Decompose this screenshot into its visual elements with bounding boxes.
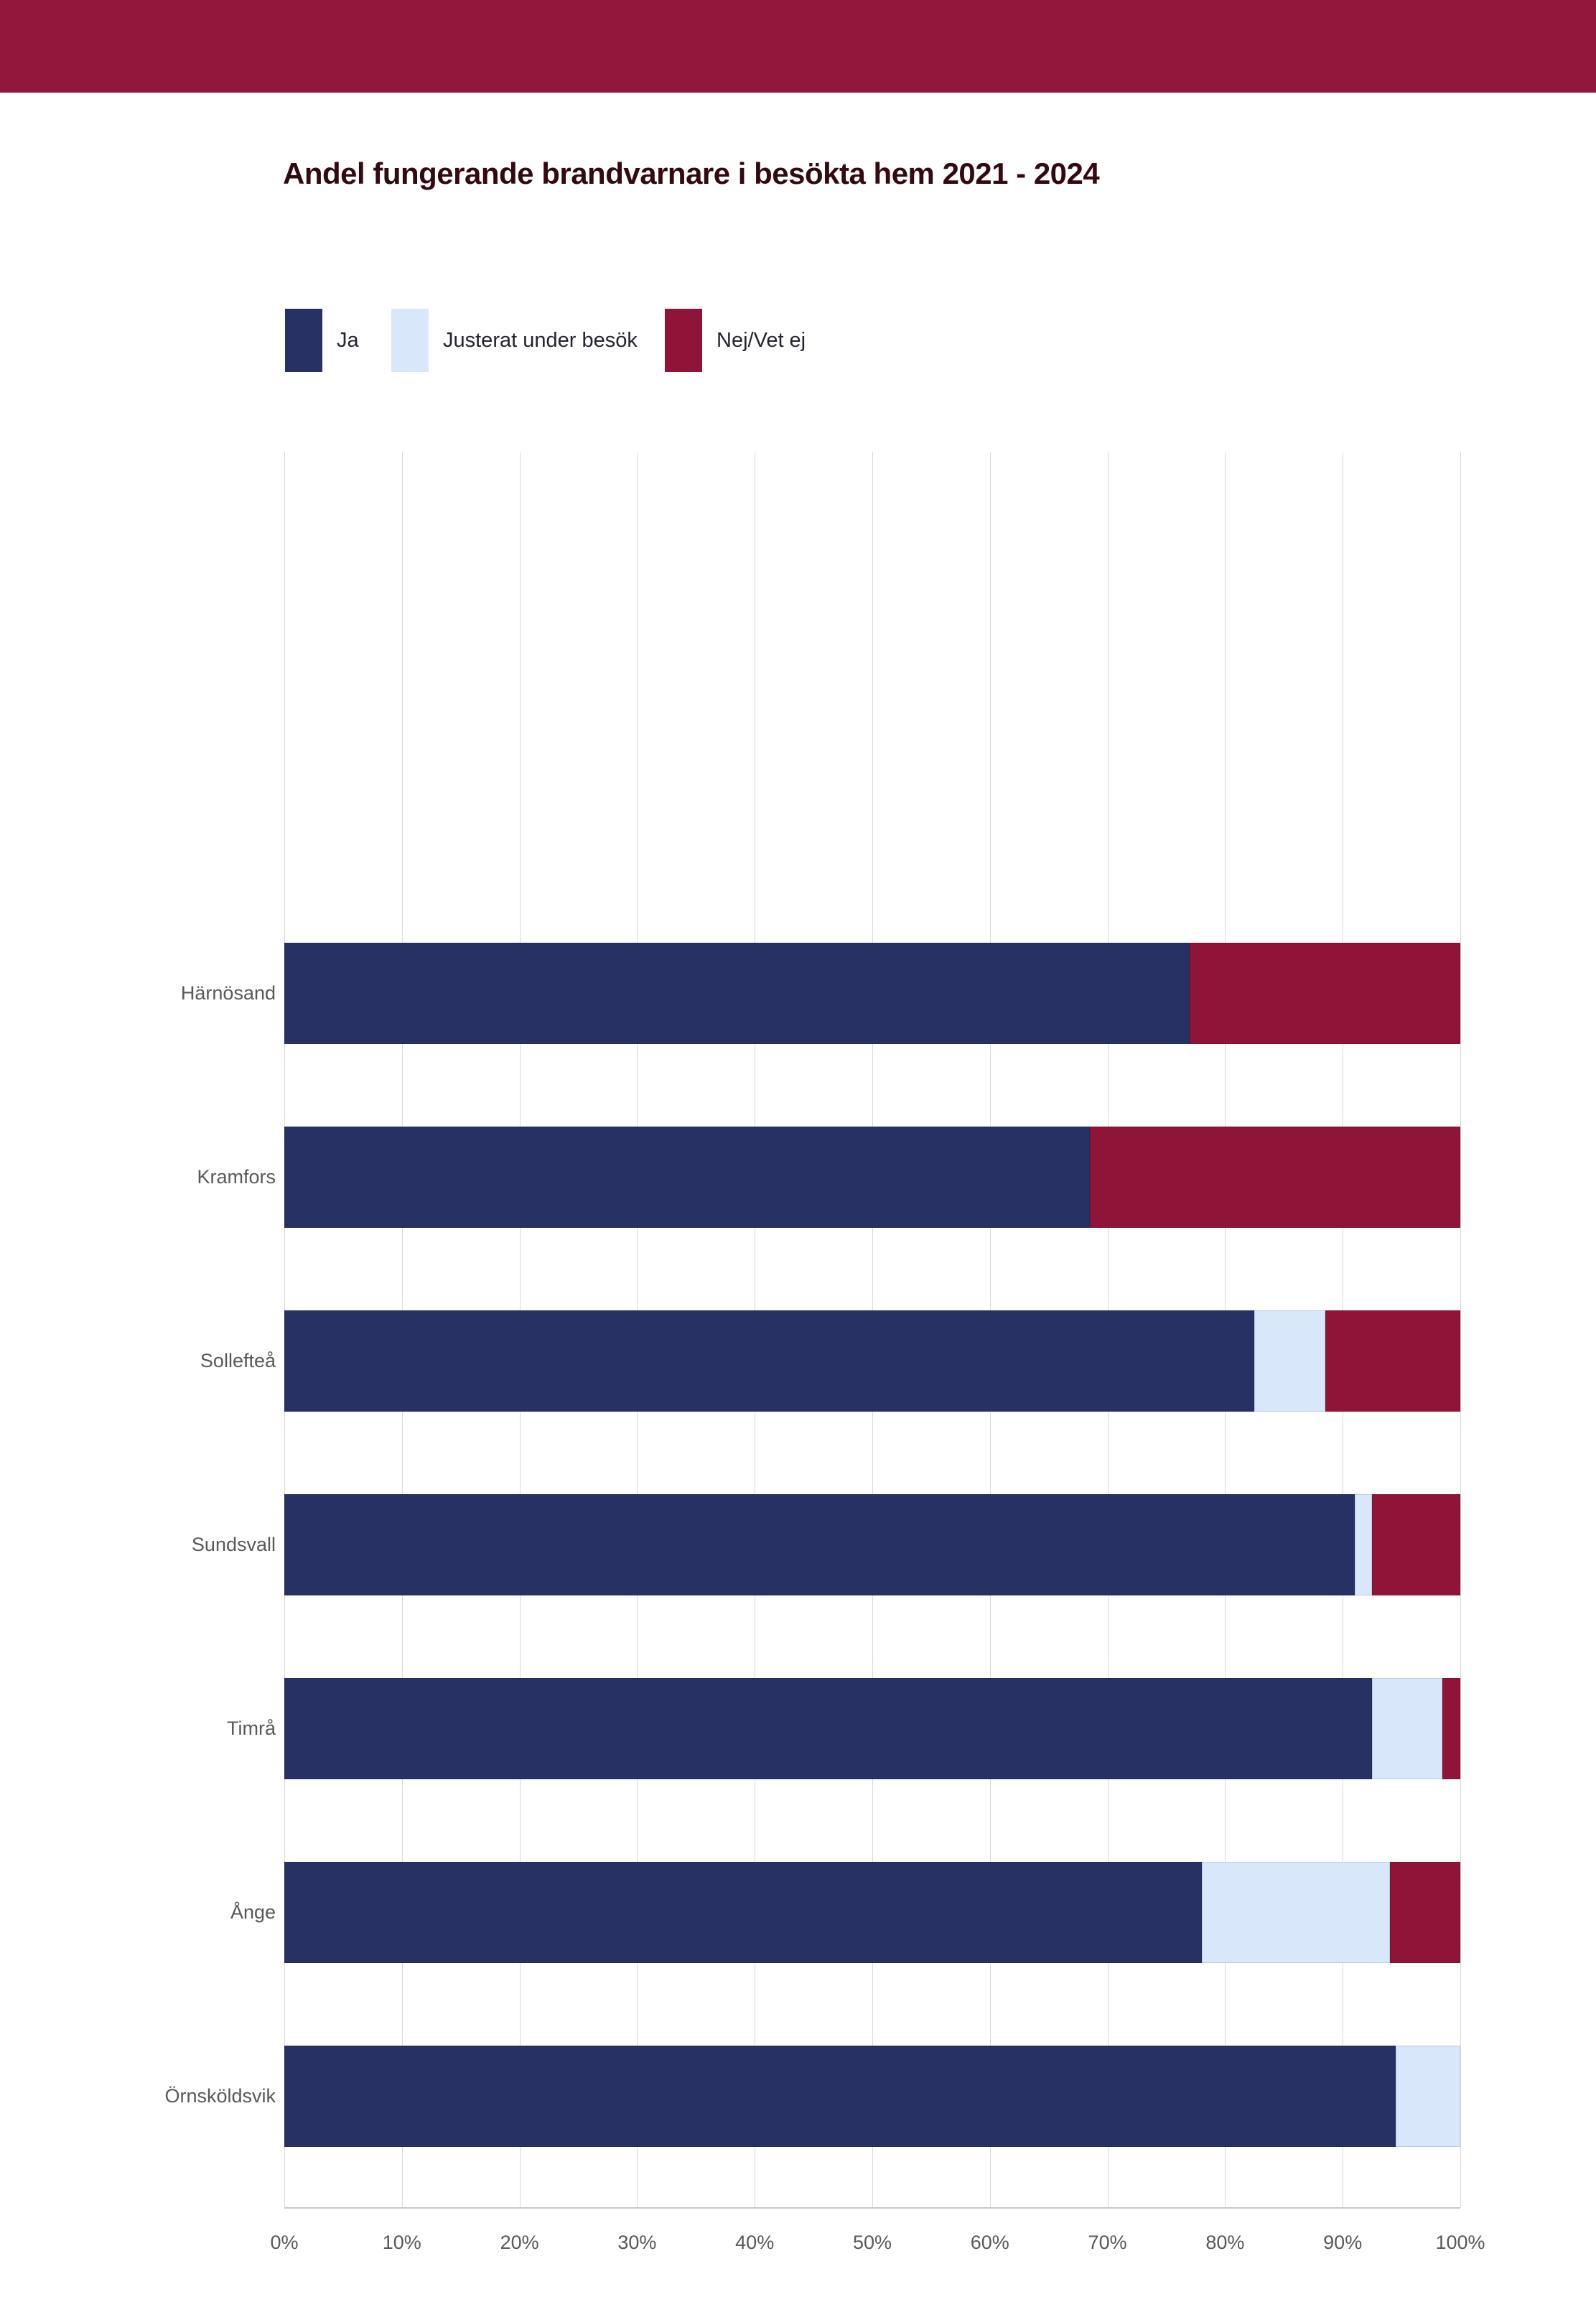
legend-swatch-ja xyxy=(285,309,322,372)
x-tick-label-80: 80% xyxy=(1205,2232,1245,2253)
header-bar xyxy=(0,0,1596,93)
bar-segment-solleftea-nej-vet-ej xyxy=(1325,1310,1460,1412)
x-tick-label-30: 30% xyxy=(617,2232,657,2253)
bar-row-harnosand xyxy=(284,943,1460,1044)
category-label-ange: Ånge xyxy=(230,1901,276,1923)
category-label-harnosand: Härnösand xyxy=(180,982,276,1004)
bar-segment-kramfors-nej-vet-ej xyxy=(1090,1127,1460,1228)
bar-segment-ornskoldsvik-justerat-under-besok xyxy=(1395,2046,1460,2147)
bar-segment-timra-justerat-under-besok xyxy=(1372,1678,1443,1779)
x-axis-line xyxy=(284,2207,1460,2209)
bar-segment-ornskoldsvik-ja xyxy=(284,2046,1396,2147)
bar-row-kramfors xyxy=(284,1127,1460,1228)
bar-segment-solleftea-justerat-under-besok xyxy=(1254,1310,1325,1412)
bar-row-ange xyxy=(284,1862,1460,1963)
bar-segment-kramfors-ja xyxy=(284,1127,1091,1228)
category-label-solleftea: Sollefteå xyxy=(200,1349,276,1371)
category-label-ornskoldsvik: Örnsköldsvik xyxy=(164,2084,276,2107)
legend-swatch-nej-vet-ej xyxy=(665,309,702,372)
x-tick-label-100: 100% xyxy=(1435,2232,1485,2253)
legend-item-justerat-under-besok: Justerat under besök xyxy=(391,307,638,373)
legend-label-ja: Ja xyxy=(337,328,359,352)
category-label-timra: Timrå xyxy=(227,1717,276,1739)
x-tick-label-70: 70% xyxy=(1088,2232,1127,2253)
x-tick-label-50: 50% xyxy=(852,2232,892,2253)
bar-row-solleftea xyxy=(284,1310,1460,1412)
x-tick-label-90: 90% xyxy=(1323,2232,1363,2253)
bar-segment-sundsvall-nej-vet-ej xyxy=(1372,1494,1460,1595)
legend-item-nej-vet-ej: Nej/Vet ej xyxy=(665,307,806,373)
x-tick-label-0: 0% xyxy=(270,2232,299,2253)
bar-row-timra xyxy=(284,1678,1460,1779)
legend-swatch-justerat-under-besok xyxy=(391,309,429,372)
chart-title: Andel fungerande brandvarnare i besökta … xyxy=(283,157,1100,190)
bar-segment-sundsvall-justerat-under-besok xyxy=(1354,1494,1373,1595)
bar-segment-timra-ja xyxy=(284,1678,1373,1779)
legend-label-nej-vet-ej: Nej/Vet ej xyxy=(717,328,806,352)
x-tick-label-10: 10% xyxy=(382,2232,421,2253)
x-tick-label-40: 40% xyxy=(735,2232,775,2253)
legend-label-justerat-under-besok: Justerat under besök xyxy=(443,328,638,352)
legend-item-ja: Ja xyxy=(285,307,359,373)
bar-row-sundsvall xyxy=(284,1494,1460,1595)
bar-segment-solleftea-ja xyxy=(284,1310,1255,1412)
gridline-100 xyxy=(1460,452,1461,2207)
bar-segment-ange-justerat-under-besok xyxy=(1201,1862,1390,1963)
category-label-kramfors: Kramfors xyxy=(197,1165,276,1188)
x-tick-label-20: 20% xyxy=(500,2232,539,2253)
x-tick-label-60: 60% xyxy=(970,2232,1009,2253)
bar-segment-sundsvall-ja xyxy=(284,1494,1355,1595)
bar-segment-ange-nej-vet-ej xyxy=(1389,1862,1460,1963)
bar-row-ornskoldsvik xyxy=(284,2046,1460,2147)
category-label-sundsvall: Sundsvall xyxy=(191,1533,276,1555)
bar-segment-timra-nej-vet-ej xyxy=(1442,1678,1460,1779)
bar-segment-harnosand-ja xyxy=(284,943,1190,1044)
bar-segment-ange-ja xyxy=(284,1862,1202,1963)
bar-segment-harnosand-nej-vet-ej xyxy=(1190,943,1460,1044)
